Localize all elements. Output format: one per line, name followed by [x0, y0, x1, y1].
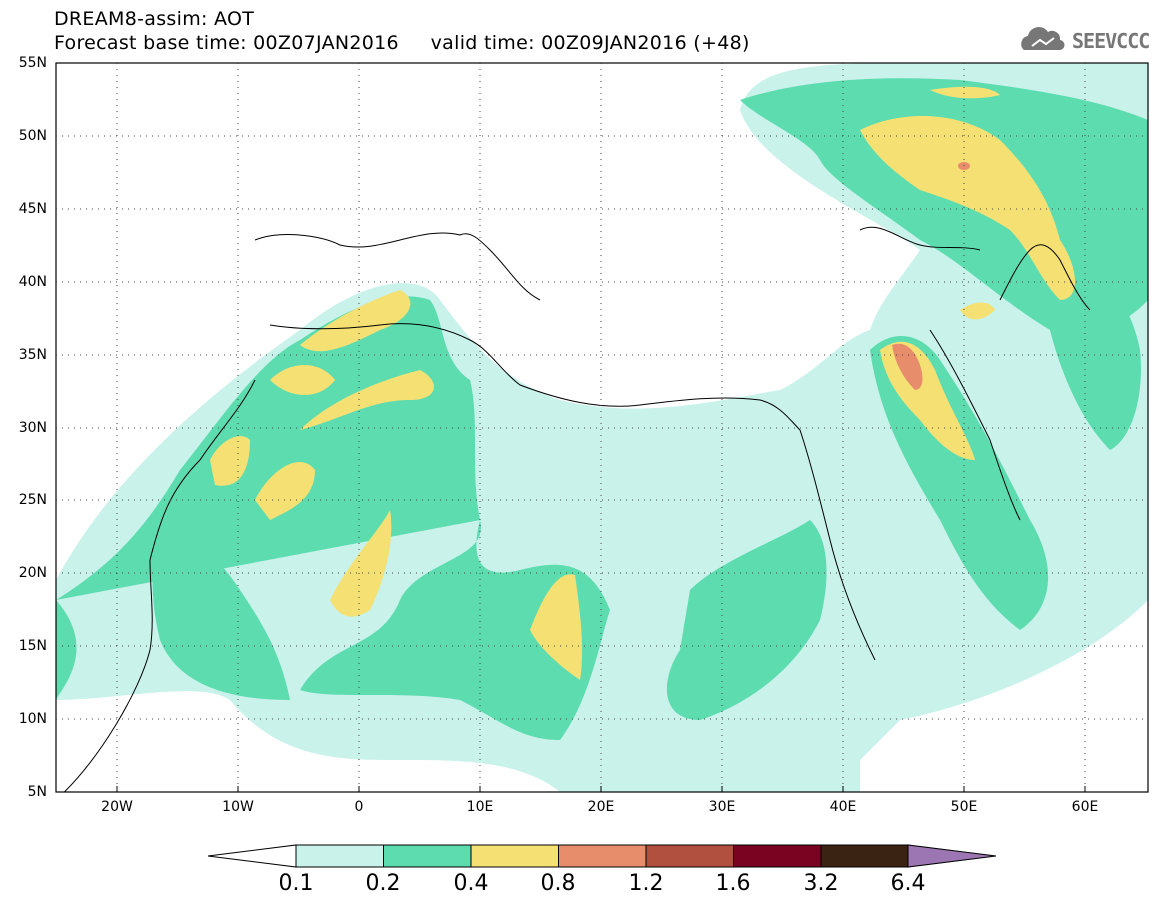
lon-label: 0: [354, 799, 364, 815]
logo-text: SEEVCCC: [1072, 29, 1150, 53]
lon-label: 50E: [950, 799, 978, 815]
lon-label: 40E: [829, 799, 857, 815]
lon-label: 10E: [466, 799, 494, 815]
lon-label: 20W: [101, 799, 133, 815]
lon-label: 20E: [587, 799, 615, 815]
forecast-time-line: Forecast base time: 00Z07JAN2016 valid t…: [54, 32, 750, 54]
cloud-logo-icon: [1021, 27, 1065, 51]
lon-label: 30E: [708, 799, 736, 815]
lat-label: 25N: [18, 492, 47, 508]
colorbar-label: 0.2: [365, 871, 401, 896]
lat-label: 15N: [18, 638, 47, 654]
lat-label: 55N: [18, 55, 47, 71]
lat-label: 35N: [18, 347, 47, 363]
lat-label: 50N: [18, 128, 47, 144]
aot-map: [55, 62, 1149, 793]
lat-label: 45N: [18, 201, 47, 217]
map-title: DREAM8-assim: AOT: [54, 8, 255, 30]
colorbar-label: 0.4: [453, 871, 489, 896]
colorbar-label: 1.6: [715, 871, 751, 896]
colorbar-label: 0.8: [540, 871, 576, 896]
dust-fields: [56, 63, 1148, 792]
lat-label: 10N: [18, 711, 47, 727]
graticule: [56, 63, 1148, 792]
colorbar-label: 0.1: [278, 871, 314, 896]
lat-label: 30N: [18, 420, 47, 436]
lat-label: 20N: [18, 565, 47, 581]
colorbar-label: 6.4: [890, 871, 926, 896]
lat-label: 40N: [18, 274, 47, 290]
lat-label: 5N: [27, 784, 47, 800]
lon-label: 60E: [1071, 799, 1099, 815]
colorbar-label: 3.2: [803, 871, 839, 896]
colorbar-label: 1.2: [628, 871, 664, 896]
lon-label: 10W: [222, 799, 254, 815]
coastlines: [63, 226, 1091, 792]
